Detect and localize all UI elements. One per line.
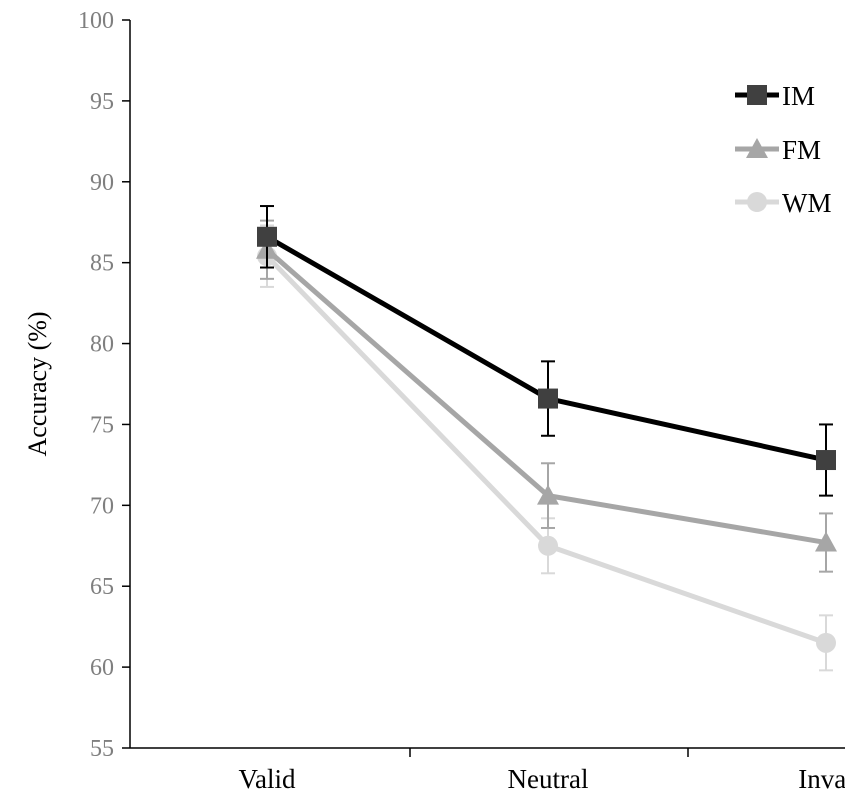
y-tick-label: 90 [90,170,114,196]
series-wm [257,224,836,672]
legend-marker-circle [747,192,767,212]
data-point-square [816,450,836,471]
y-tick-label: 55 [90,736,114,762]
y-tick-label: 70 [90,493,114,519]
legend-label: WM [782,188,832,218]
x-category-label: Valid [239,764,296,794]
y-tick-label: 75 [90,412,114,438]
series-line [265,234,827,463]
legend-item-wm: WM [735,188,832,218]
y-tick-label: 85 [90,251,114,277]
legend: IM FM WM [735,81,832,218]
y-tick-label: 60 [90,655,114,681]
data-point-square [538,388,558,409]
y-tick-label: 65 [90,574,114,600]
series-layer [256,205,837,672]
legend-marker-square [747,85,767,105]
series-im [257,205,836,497]
data-point-square [257,226,277,247]
x-category-label: Inval [798,764,845,794]
x-category-label: Neutral [508,764,589,794]
x-axis-ticks: Valid Neutral Inval [239,748,845,794]
legend-item-fm: FM [735,135,821,165]
data-point-circle [538,535,558,556]
y-tick-label: 80 [90,332,114,358]
y-axis-ticks: 55 60 65 70 75 80 85 90 95 100 [78,8,130,762]
legend-label: FM [782,135,821,165]
y-axis-title: Accuracy (%) [23,311,52,456]
y-tick-label: 100 [78,8,114,34]
y-tick-label: 95 [90,89,114,115]
series-line [265,254,827,646]
data-point-triangle [815,531,837,552]
chart-axes [129,20,845,749]
data-point-circle [816,632,836,653]
data-point-triangle [537,484,559,505]
legend-label: IM [782,81,815,111]
legend-marker-triangle [746,138,768,158]
legend-item-im: IM [735,81,815,111]
